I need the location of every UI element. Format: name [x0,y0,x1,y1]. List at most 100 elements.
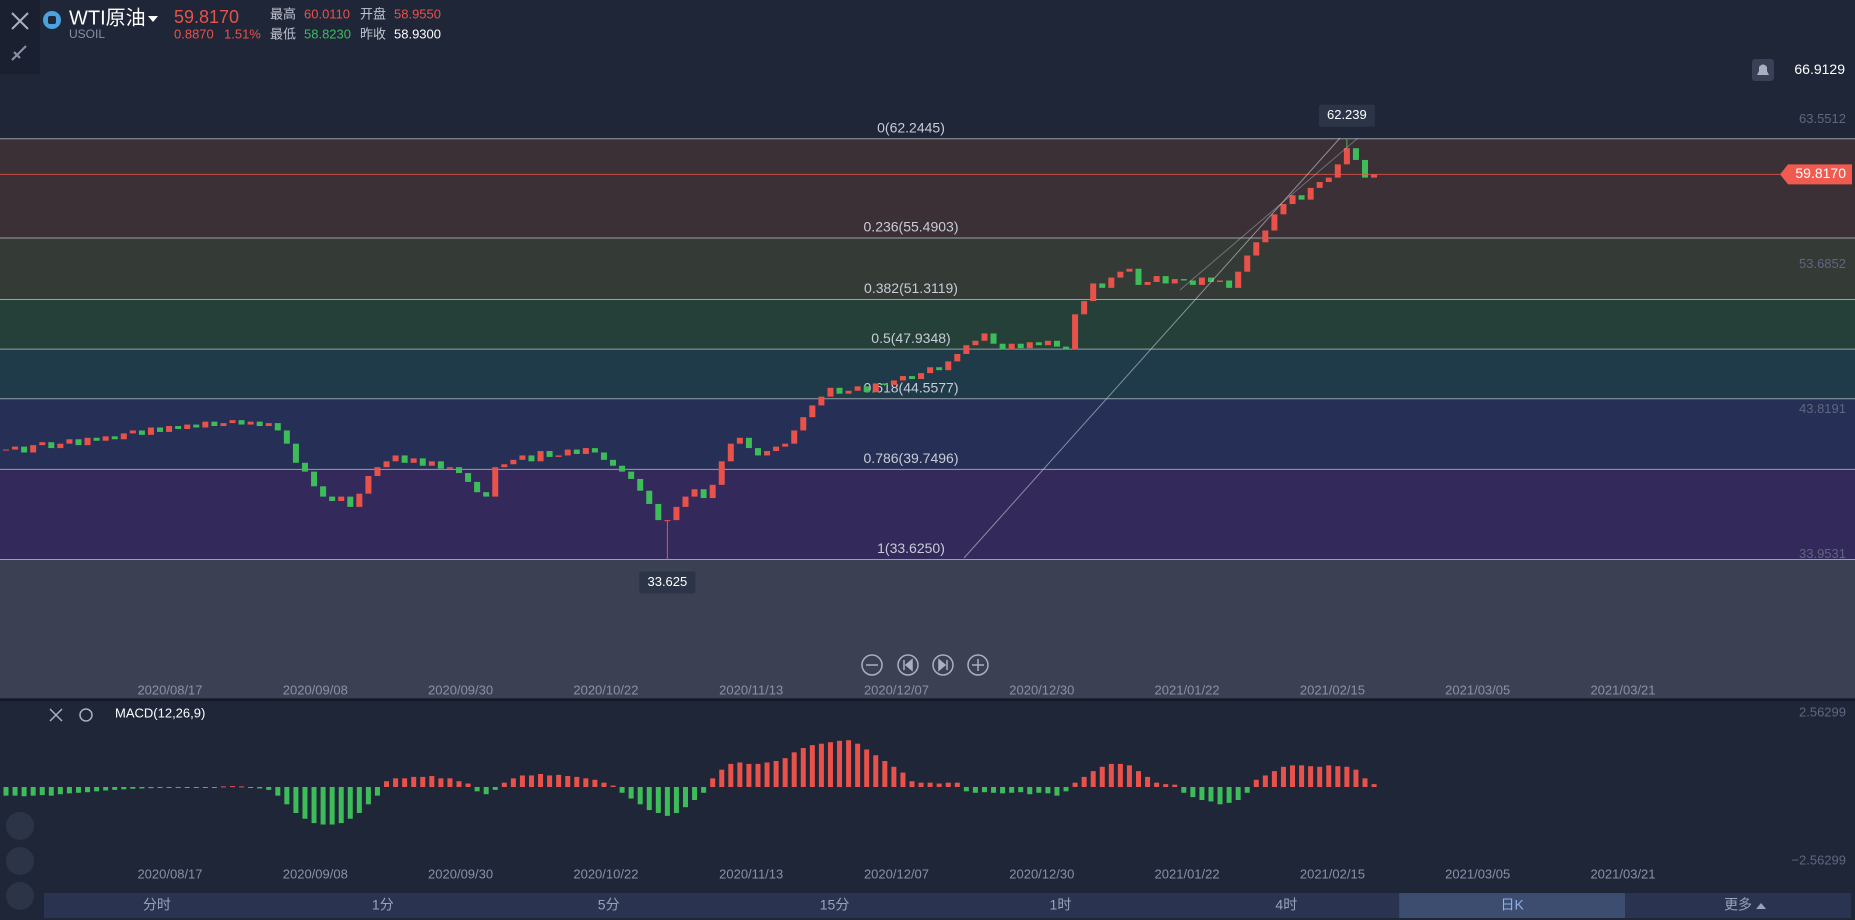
candle [1117,271,1124,278]
tool-button[interactable] [6,847,34,875]
macd-bar [873,755,879,787]
tab[interactable] [947,893,1174,918]
macd-bar [710,778,716,787]
x-tick-label: 2020/10/22 [573,866,638,881]
macd-bar [991,787,997,793]
candle [157,427,164,432]
tab[interactable] [1625,893,1851,918]
macd-bar [755,763,761,787]
scroll-start[interactable] [897,654,919,676]
candle [619,465,626,472]
macd-settings[interactable] [79,708,93,722]
macd-bar [510,778,516,787]
candle [981,333,988,341]
macd-bar [538,774,544,787]
macd-bar [293,787,299,813]
y-tick-label: −2.56299 [1791,852,1846,867]
zoom-in[interactable] [967,654,989,676]
macd-bar [1027,787,1033,795]
candle [573,449,580,454]
candle [283,430,290,444]
candle [392,455,399,462]
tool-button[interactable] [6,812,34,840]
x-tick-label: 2020/09/08 [283,682,348,697]
macd-bar [1108,763,1114,787]
candle [1271,214,1278,231]
candle [256,421,263,427]
fib-band [0,469,1855,560]
high-marker-box [1318,104,1375,127]
macd-bar [1199,787,1205,800]
candle [138,430,145,435]
macd-bar [981,787,987,793]
timeframe-tabs: 分时 1分 5分 15分 1时 4时 日K 更多 [44,893,1851,918]
tab-label[interactable]: 5分 [598,897,620,913]
tab-label[interactable]: 4时 [1275,897,1297,913]
macd-close[interactable] [49,708,63,722]
symbol-name[interactable]: WTI原油 [69,6,146,29]
macd-bar [429,776,435,787]
candle [465,473,472,482]
candle [1253,242,1260,256]
macd-bar [1136,771,1141,787]
tab[interactable] [1173,893,1400,918]
fib-label: 1(33.6250) [877,540,945,556]
tab[interactable] [1399,893,1626,918]
macd-bar [737,762,743,787]
candle [582,448,589,454]
symbol-dropdown[interactable] [148,16,158,22]
tab-label[interactable]: 日K [1501,897,1525,913]
macd-bar [837,740,843,787]
macd-bar [230,786,235,788]
macd-bar [1000,787,1006,794]
candle [809,405,816,418]
candle [1072,314,1079,350]
macd-bar [637,787,643,805]
tab-label[interactable]: 分时 [143,897,171,913]
left-toolbar [0,0,40,74]
macd-bar [1344,766,1350,787]
tab-label[interactable]: 1分 [372,897,394,913]
scroll-end[interactable] [932,654,954,676]
macd-bar [275,787,281,796]
current-price-tag [1780,164,1852,185]
fib-label: 0.5(47.9348) [871,330,950,346]
draw-tool[interactable] [11,45,27,61]
x-tick-label: 2020/12/30 [1009,682,1074,697]
macd-bar [800,748,806,787]
candle [1289,195,1296,205]
macd-bar [1054,787,1060,796]
macd-bar [447,778,453,787]
tab[interactable] [721,893,948,918]
candle [202,421,209,428]
candle [800,417,807,431]
candle [972,340,979,346]
candle [365,476,372,494]
tab-label[interactable]: 15分 [820,897,850,913]
close-button[interactable] [11,12,29,30]
tab[interactable] [269,893,496,918]
candle [863,386,870,393]
tab-label[interactable]: 1时 [1050,897,1072,913]
tab[interactable] [495,893,722,918]
macd-bar [918,782,924,787]
tab[interactable] [44,893,270,918]
candle [374,467,381,477]
candle [1298,195,1305,200]
macd-bar [465,783,471,787]
candle [111,436,118,440]
zoom-out[interactable] [861,654,883,676]
y-tick-label: 63.5512 [1799,111,1846,126]
candle [1280,204,1287,215]
fib-band [0,138,1855,239]
tab-label[interactable]: 更多 [1724,897,1752,913]
candle [102,436,109,441]
macd-bar [1290,765,1296,787]
tool-button[interactable] [6,882,34,910]
candle [21,446,28,453]
candle [401,455,408,463]
candle [936,367,943,371]
macd-bar [528,775,534,787]
x-tick-label: 2021/02/15 [1300,682,1365,697]
macd-bar [1126,765,1132,787]
